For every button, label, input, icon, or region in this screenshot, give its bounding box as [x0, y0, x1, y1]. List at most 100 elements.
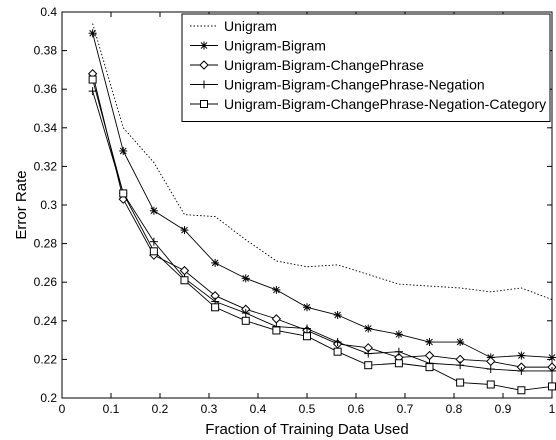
marker-square [88, 75, 97, 84]
marker-asterisk [211, 258, 220, 267]
marker-square [241, 316, 250, 325]
marker-square [548, 382, 556, 391]
data-point [548, 353, 556, 362]
series-line [92, 79, 553, 391]
data-point [456, 338, 465, 347]
data-point [149, 247, 158, 256]
marker-asterisk [333, 311, 342, 320]
marker-plus [456, 361, 465, 370]
data-point [517, 351, 526, 360]
marker-asterisk [364, 324, 373, 333]
marker-square [517, 386, 526, 395]
data-point [517, 386, 526, 395]
marker-asterisk [548, 353, 556, 362]
data-point [486, 380, 495, 389]
marker-square [272, 326, 281, 335]
data-point [119, 189, 128, 198]
marker-square [149, 247, 158, 256]
marker-plus [394, 347, 403, 356]
data-point [548, 366, 556, 375]
marker-square [394, 359, 403, 368]
marker-plus [303, 324, 311, 333]
data-point [180, 276, 189, 285]
marker-asterisk [200, 41, 208, 50]
y-tick-label: 0.34 [34, 121, 58, 135]
marker-square [486, 380, 495, 389]
data-point [272, 285, 281, 294]
data-point [241, 309, 250, 318]
y-tick-label: 0.22 [34, 352, 58, 366]
marker-diamond [199, 60, 209, 70]
marker-asterisk [180, 226, 189, 235]
marker-plus [548, 366, 556, 375]
marker-plus [517, 366, 526, 375]
series-1 [88, 29, 556, 362]
data-point [88, 75, 97, 84]
series-line [92, 23, 553, 300]
legend-entry: Unigram-Bigram [190, 38, 326, 54]
data-point [149, 237, 158, 246]
data-point [425, 338, 434, 347]
data-point [211, 258, 220, 267]
x-tick-label: 0.7 [397, 402, 414, 416]
marker-plus [149, 237, 158, 246]
data-point [241, 274, 250, 283]
data-point [425, 363, 434, 372]
data-point [548, 382, 556, 391]
x-tick-label: 0.9 [495, 402, 512, 416]
legend-entry: Unigram-Bigram-ChangePhrase [190, 57, 424, 73]
series-0 [92, 23, 553, 300]
marker-asterisk [88, 29, 97, 38]
legend-label: Unigram [224, 18, 277, 34]
y-tick-label: 0.28 [34, 237, 58, 251]
data-point [180, 226, 189, 235]
series-line [92, 33, 553, 358]
y-axis-label: Error Rate [13, 170, 30, 239]
y-tick-label: 0.26 [34, 275, 58, 289]
x-tick-label: 0.3 [201, 402, 218, 416]
legend: Unigram Unigram-Bigram Unigram-Bigram-Chan… [181, 13, 551, 122]
data-point [149, 206, 158, 215]
data-point [333, 311, 342, 320]
marker-square [119, 189, 128, 198]
x-tick-label: 0.2 [152, 402, 169, 416]
y-tick-label: 0.36 [34, 82, 58, 96]
x-axis-label: Fraction of Training Data Used [205, 421, 408, 438]
series-layer [87, 23, 556, 395]
data-point [364, 349, 373, 358]
data-point [456, 378, 465, 387]
marker-square [333, 347, 342, 356]
legend-label: Unigram-Bigram [224, 38, 326, 54]
data-point [517, 366, 526, 375]
series-line [92, 91, 552, 372]
marker-asterisk [241, 274, 250, 283]
data-point [303, 303, 311, 312]
x-tick-label: 0.4 [250, 402, 267, 416]
data-point [394, 359, 403, 368]
y-tick-label: 0.2 [40, 391, 57, 405]
data-point [456, 361, 465, 370]
data-point [303, 332, 311, 341]
legend-label: Unigram-Bigram-ChangePhrase-Negation [224, 77, 485, 93]
marker-square [180, 276, 189, 285]
data-point [486, 365, 495, 374]
data-point [394, 347, 403, 356]
marker-asterisk [149, 206, 158, 215]
y-tick-label: 0.4 [40, 5, 57, 19]
data-point [333, 338, 342, 347]
data-point [119, 146, 128, 155]
y-tick-label: 0.3 [40, 198, 57, 212]
marker-square [303, 332, 311, 341]
y-tick-label: 0.38 [34, 44, 58, 58]
legend-entry: Unigram-Bigram-ChangePhrase-Negation [190, 77, 485, 93]
marker-asterisk [517, 351, 526, 360]
y-tick-label: 0.32 [34, 159, 58, 173]
legend-entry: Unigram [190, 18, 277, 34]
marker-plus [333, 338, 342, 347]
data-point [272, 326, 281, 335]
x-tick-label: 0 [59, 402, 66, 416]
y-axis-ticks: 0.2 0.22 0.24 0.26 0.28 0.3 0.32 0.34 0.36 0.38 0.… [34, 5, 552, 405]
marker-asterisk [303, 303, 311, 312]
marker-asterisk [394, 330, 403, 339]
y-tick-label: 0.24 [34, 314, 58, 328]
